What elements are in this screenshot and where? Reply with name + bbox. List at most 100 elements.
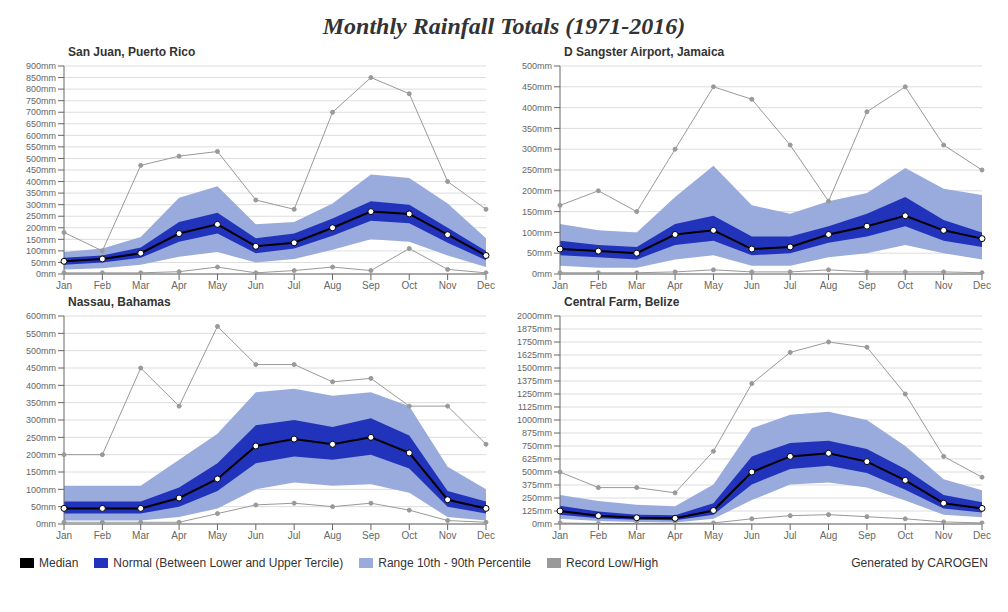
svg-text:Mar: Mar: [132, 280, 150, 291]
svg-text:600mm: 600mm: [26, 131, 56, 141]
svg-text:Apr: Apr: [667, 280, 683, 291]
svg-text:1625mm: 1625mm: [517, 350, 552, 360]
svg-text:Jul: Jul: [784, 530, 797, 541]
svg-text:2000mm: 2000mm: [517, 311, 552, 321]
svg-text:Oct: Oct: [401, 530, 417, 541]
svg-text:450mm: 450mm: [26, 165, 56, 175]
svg-text:500mm: 500mm: [522, 61, 552, 71]
svg-text:May: May: [208, 530, 227, 541]
svg-text:250mm: 250mm: [522, 493, 552, 503]
svg-text:625mm: 625mm: [522, 454, 552, 464]
svg-text:400mm: 400mm: [26, 177, 56, 187]
svg-text:Apr: Apr: [667, 530, 683, 541]
svg-text:100mm: 100mm: [26, 246, 56, 256]
svg-text:50mm: 50mm: [31, 502, 56, 512]
svg-text:Aug: Aug: [820, 280, 838, 291]
svg-text:Jul: Jul: [288, 280, 301, 291]
svg-text:Feb: Feb: [94, 280, 112, 291]
svg-text:Jan: Jan: [56, 280, 72, 291]
svg-text:Aug: Aug: [820, 530, 838, 541]
svg-text:250mm: 250mm: [26, 211, 56, 221]
svg-text:50mm: 50mm: [31, 258, 56, 268]
svg-text:0mm: 0mm: [532, 519, 552, 529]
svg-text:350mm: 350mm: [26, 188, 56, 198]
svg-text:Feb: Feb: [590, 280, 608, 291]
svg-text:200mm: 200mm: [522, 186, 552, 196]
svg-text:Jul: Jul: [784, 280, 797, 291]
svg-text:Oct: Oct: [897, 530, 913, 541]
svg-text:Mar: Mar: [132, 530, 150, 541]
svg-text:Jan: Jan: [552, 530, 568, 541]
svg-text:1875mm: 1875mm: [517, 324, 552, 334]
svg-text:Nov: Nov: [439, 280, 457, 291]
svg-text:125mm: 125mm: [522, 506, 552, 516]
svg-text:800mm: 800mm: [26, 84, 56, 94]
svg-text:550mm: 550mm: [26, 329, 56, 339]
svg-text:100mm: 100mm: [522, 228, 552, 238]
svg-text:450mm: 450mm: [26, 363, 56, 373]
svg-text:Nov: Nov: [935, 530, 953, 541]
svg-text:500mm: 500mm: [522, 467, 552, 477]
svg-text:1000mm: 1000mm: [517, 415, 552, 425]
svg-text:850mm: 850mm: [26, 73, 56, 83]
svg-text:500mm: 500mm: [26, 154, 56, 164]
svg-text:1750mm: 1750mm: [517, 337, 552, 347]
svg-text:Jun: Jun: [248, 280, 264, 291]
svg-text:750mm: 750mm: [26, 96, 56, 106]
svg-text:0mm: 0mm: [36, 519, 56, 529]
svg-text:1125mm: 1125mm: [518, 402, 552, 412]
svg-text:Oct: Oct: [401, 280, 417, 291]
svg-text:Sep: Sep: [362, 530, 380, 541]
svg-text:Sep: Sep: [362, 280, 380, 291]
svg-text:May: May: [704, 280, 723, 291]
svg-text:150mm: 150mm: [522, 207, 552, 217]
svg-text:Dec: Dec: [477, 280, 495, 291]
svg-text:Aug: Aug: [324, 280, 342, 291]
svg-text:Dec: Dec: [973, 280, 991, 291]
svg-text:Jan: Jan: [552, 280, 568, 291]
svg-text:Mar: Mar: [628, 280, 646, 291]
svg-text:250mm: 250mm: [26, 433, 56, 443]
svg-text:750mm: 750mm: [522, 441, 552, 451]
svg-text:600mm: 600mm: [26, 311, 56, 321]
svg-text:300mm: 300mm: [26, 200, 56, 210]
svg-text:0mm: 0mm: [532, 269, 552, 279]
svg-text:Jun: Jun: [744, 530, 760, 541]
svg-text:250mm: 250mm: [522, 165, 552, 175]
svg-text:0mm: 0mm: [36, 269, 56, 279]
svg-text:450mm: 450mm: [522, 82, 552, 92]
svg-text:Aug: Aug: [324, 530, 342, 541]
svg-text:Sep: Sep: [858, 280, 876, 291]
svg-text:100mm: 100mm: [26, 485, 56, 495]
svg-text:900mm: 900mm: [26, 61, 56, 71]
svg-text:Feb: Feb: [590, 530, 608, 541]
svg-text:150mm: 150mm: [26, 235, 56, 245]
svg-text:350mm: 350mm: [26, 398, 56, 408]
svg-text:Jun: Jun: [744, 280, 760, 291]
svg-text:550mm: 550mm: [26, 142, 56, 152]
svg-text:Dec: Dec: [973, 530, 991, 541]
svg-text:1500mm: 1500mm: [517, 363, 552, 373]
svg-text:Apr: Apr: [171, 530, 187, 541]
svg-text:Mar: Mar: [628, 530, 646, 541]
svg-text:300mm: 300mm: [522, 144, 552, 154]
svg-text:May: May: [704, 530, 723, 541]
svg-text:400mm: 400mm: [26, 381, 56, 391]
svg-text:Jun: Jun: [248, 530, 264, 541]
svg-text:200mm: 200mm: [26, 223, 56, 233]
svg-text:May: May: [208, 280, 227, 291]
svg-text:700mm: 700mm: [26, 107, 56, 117]
svg-text:875mm: 875mm: [522, 428, 552, 438]
svg-text:1375mm: 1375mm: [517, 376, 552, 386]
svg-text:400mm: 400mm: [522, 103, 552, 113]
svg-text:Nov: Nov: [439, 530, 457, 541]
svg-text:Oct: Oct: [897, 280, 913, 291]
svg-text:150mm: 150mm: [26, 467, 56, 477]
svg-text:Feb: Feb: [94, 530, 112, 541]
svg-text:300mm: 300mm: [26, 415, 56, 425]
svg-text:Dec: Dec: [477, 530, 495, 541]
svg-text:50mm: 50mm: [527, 248, 552, 258]
svg-text:Jan: Jan: [56, 530, 72, 541]
svg-text:Jul: Jul: [288, 530, 301, 541]
svg-text:350mm: 350mm: [522, 124, 552, 134]
